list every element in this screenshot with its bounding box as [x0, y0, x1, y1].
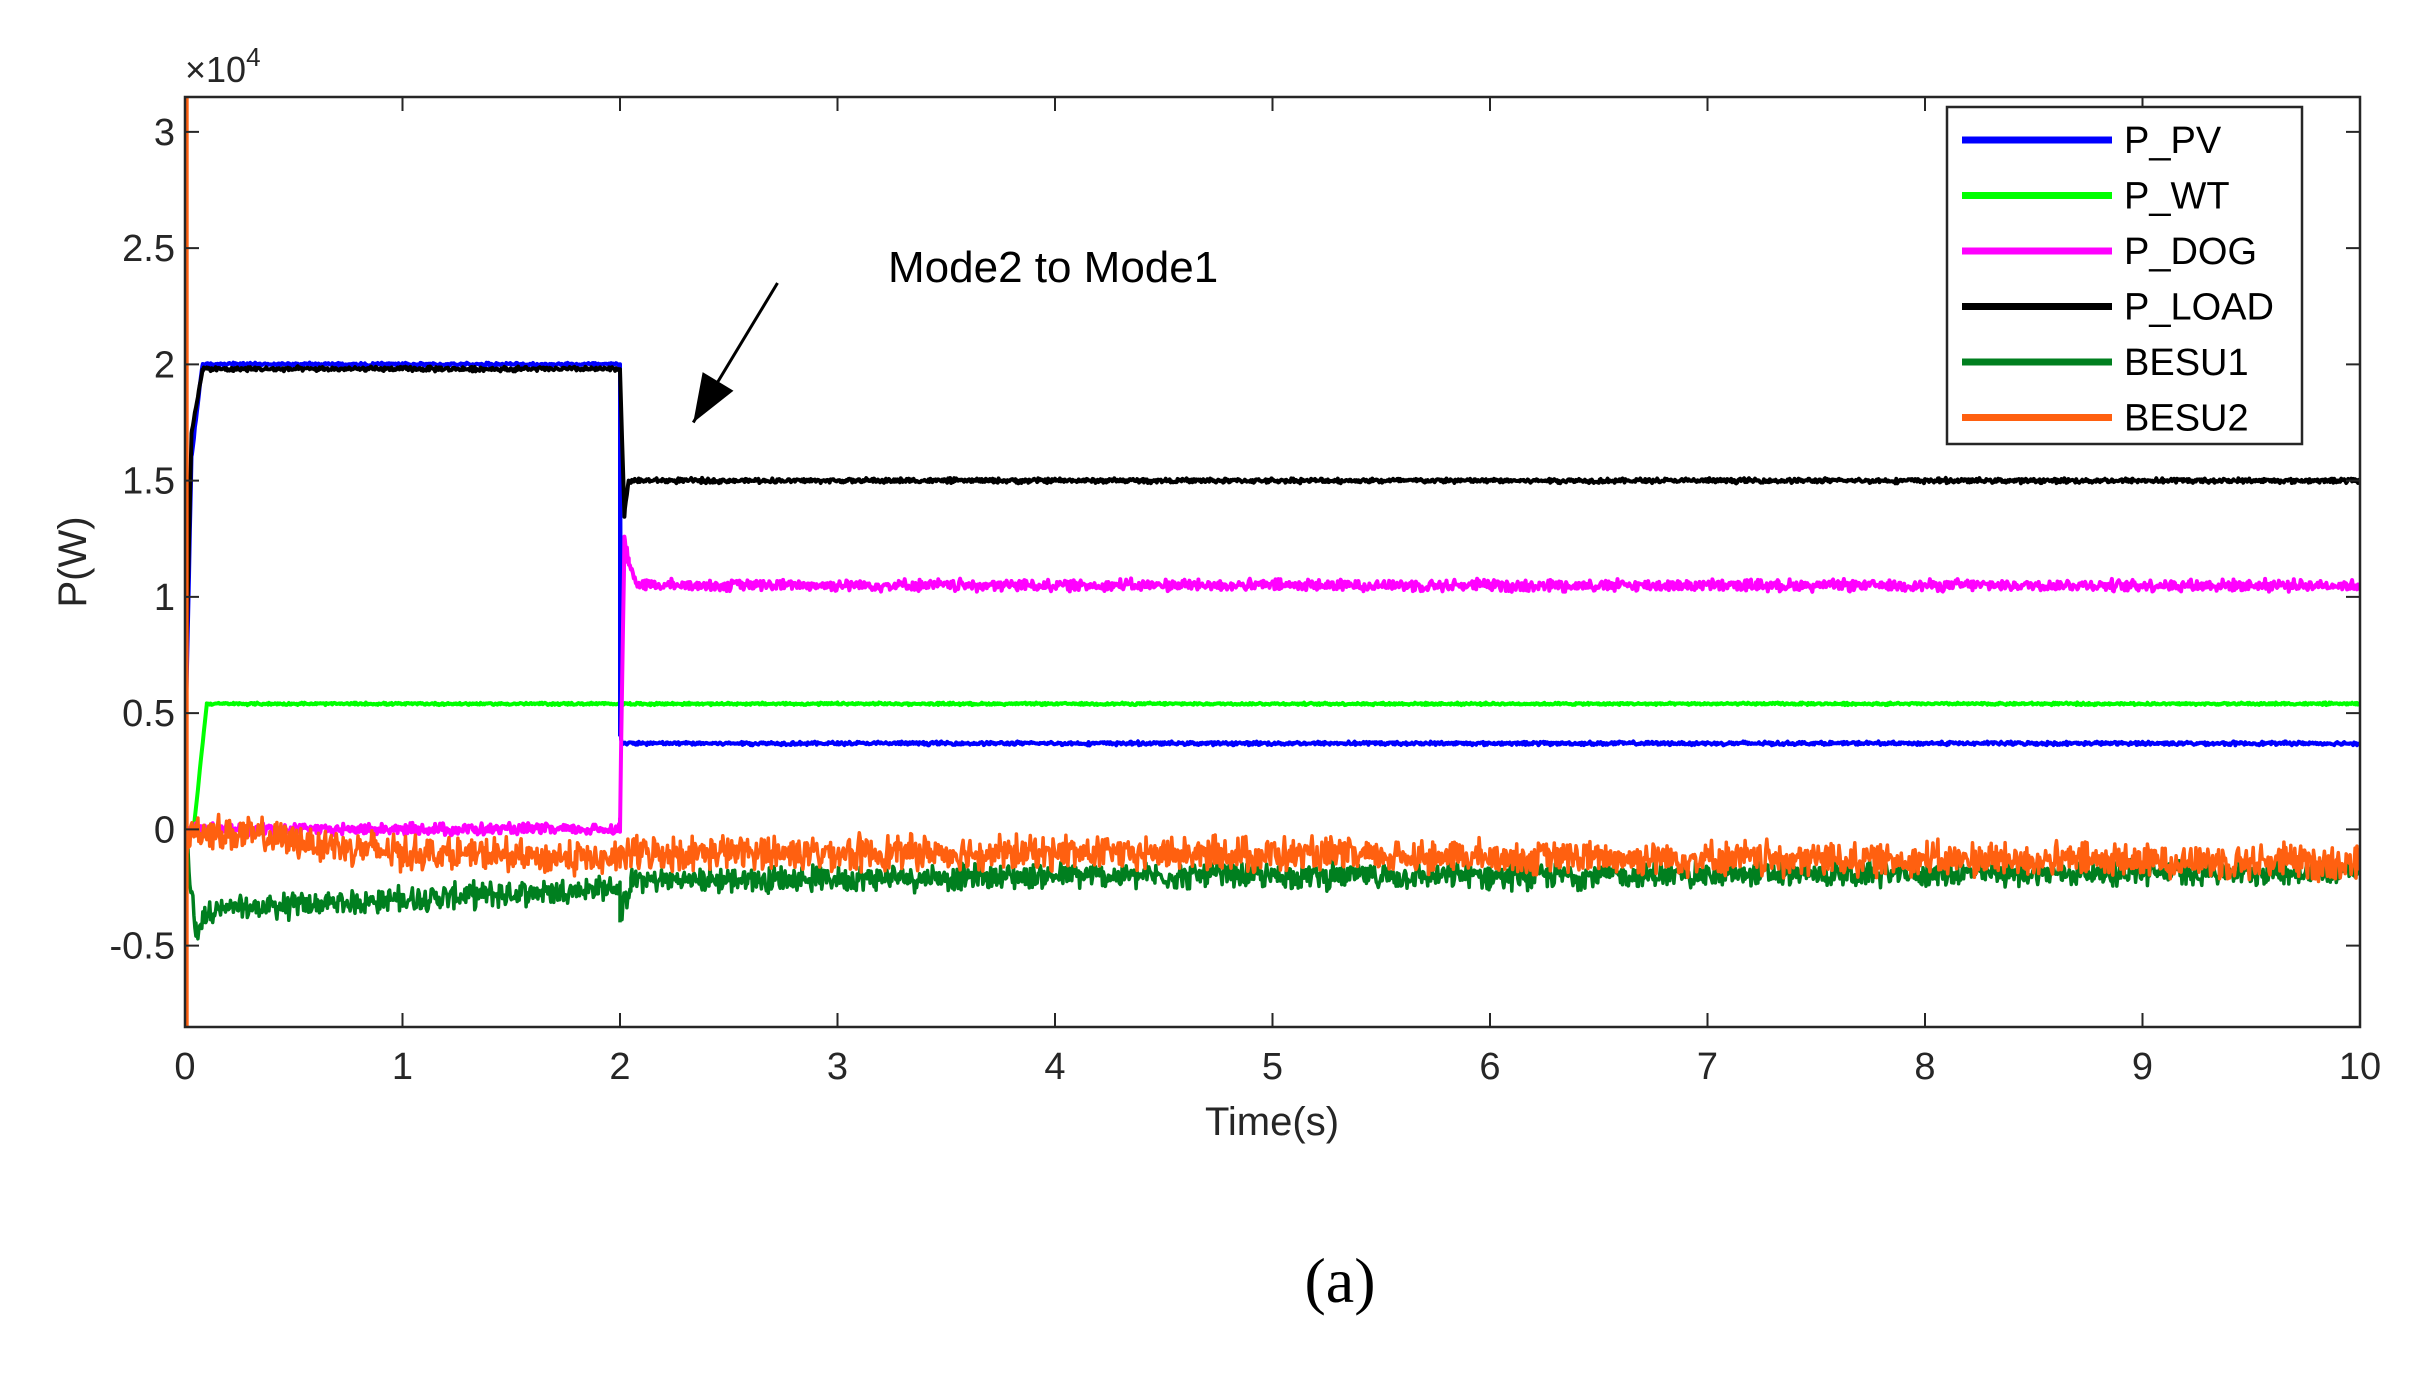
x-tick-label: 7	[1697, 1046, 1718, 1088]
legend-label-p-load: P_LOAD	[2124, 287, 2274, 329]
x-tick-label: 0	[174, 1046, 195, 1088]
y-tick-label: 2.5	[122, 228, 175, 270]
annotation: Mode2 to Mode1	[691, 243, 1218, 424]
x-axis-title: Time(s)	[1205, 1100, 1339, 1144]
y-tick-label: 1	[154, 577, 175, 619]
y-axis-title: P(W)	[51, 516, 95, 607]
legend-box	[1945, 105, 2304, 446]
legend-label-p-dog: P_DOG	[2124, 231, 2257, 273]
y-axis: -0.5 0 0.5 1 1.5 2 2.5 3	[110, 112, 2360, 968]
x-tick-label: 8	[1914, 1046, 1935, 1088]
x-tick-label: 6	[1479, 1046, 1500, 1088]
y-exponent-power: 4	[246, 42, 260, 72]
x-tick-label: 5	[1262, 1046, 1283, 1088]
legend-label-besu2: BESU2	[2124, 398, 2249, 440]
y-tick-label: 0	[154, 809, 175, 851]
x-tick-label: 1	[392, 1046, 413, 1088]
y-tick-label: 3	[154, 112, 175, 154]
x-tick-label: 9	[2132, 1046, 2153, 1088]
y-exponent-base: ×10	[185, 49, 246, 90]
y-tick-label: 0.5	[122, 693, 175, 735]
y-tick-label: -0.5	[110, 926, 175, 968]
figure-caption: (a)	[1304, 1245, 1375, 1316]
x-tick-label: 4	[1044, 1046, 1065, 1088]
x-axis: 0 1 2 3 4 5 6 7 8 9 10	[174, 97, 2381, 1088]
x-tick-label: 2	[609, 1046, 630, 1088]
series-line-p-dog	[185, 534, 2360, 838]
series-layer	[185, 97, 2360, 1027]
y-tick-label: 2	[154, 344, 175, 386]
y-tick-label: 1.5	[122, 461, 175, 503]
legend-label-besu1: BESU1	[2124, 342, 2249, 384]
x-tick-label: 3	[827, 1046, 848, 1088]
legend: P_PV P_WT P_DOG P_LOAD BESU1 BESU2	[1945, 105, 2304, 446]
series-line-besu2	[185, 812, 2360, 884]
x-tick-label: 10	[2339, 1046, 2381, 1088]
series-line-p-wt	[185, 700, 2360, 833]
legend-label-p-wt: P_WT	[2124, 176, 2230, 218]
legend-label-p-pv: P_PV	[2124, 120, 2222, 162]
series-line-p-load	[185, 364, 2360, 714]
y-exponent-label: ×104	[185, 42, 261, 90]
annotation-arrowhead	[693, 372, 734, 423]
series-line-besu1	[185, 815, 2360, 941]
annotation-label: Mode2 to Mode1	[888, 243, 1218, 292]
